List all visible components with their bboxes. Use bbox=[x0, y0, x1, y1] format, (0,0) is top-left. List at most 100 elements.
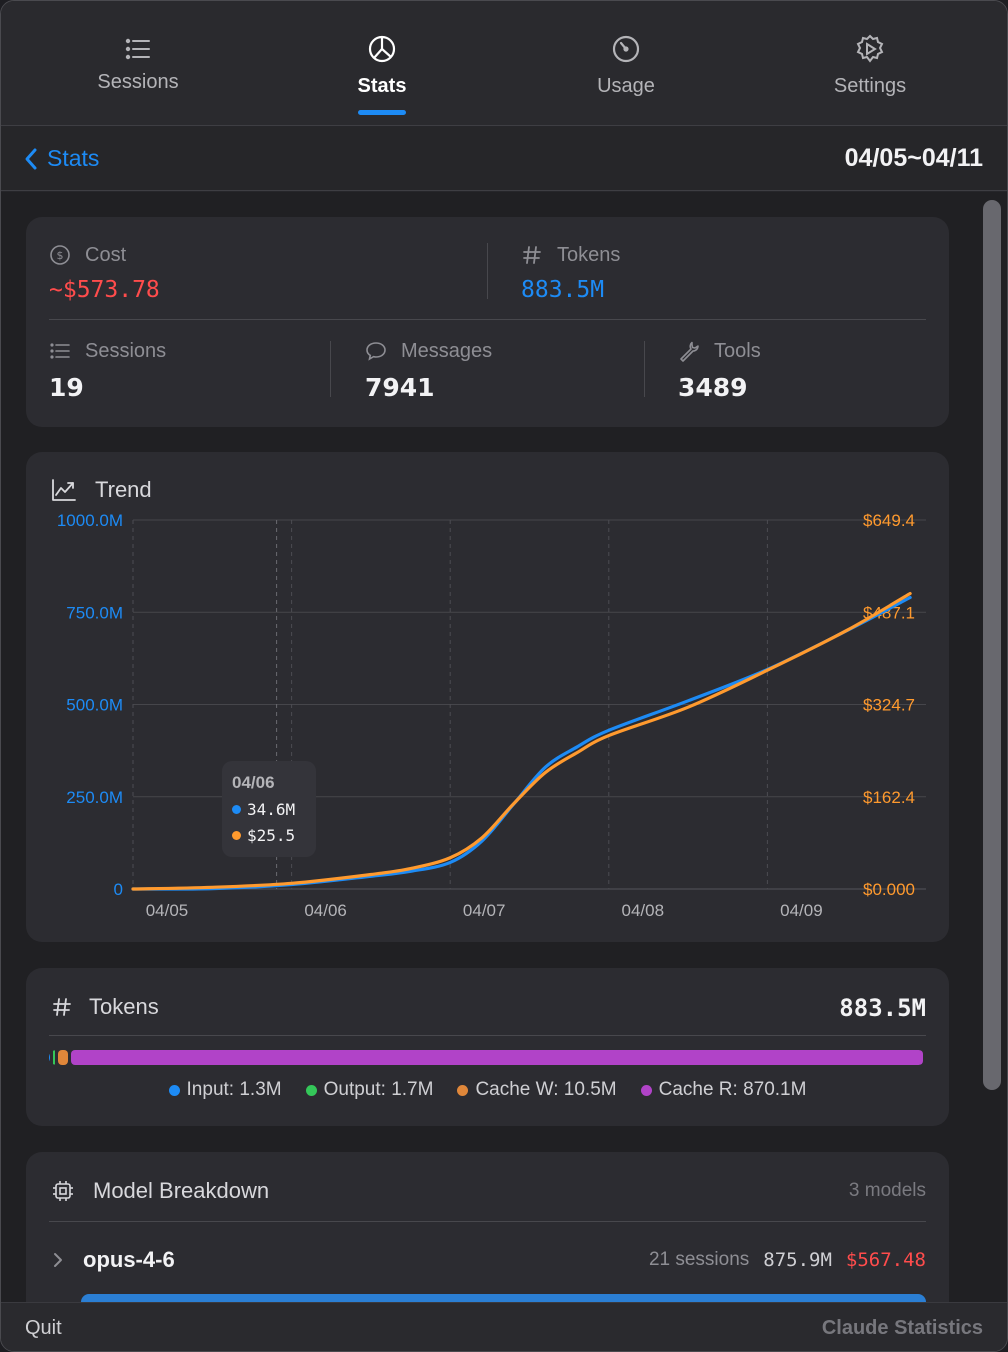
model-cost: $567.48 bbox=[845, 1249, 926, 1271]
back-label: Stats bbox=[47, 145, 100, 171]
x-tick-label: 04/09 bbox=[780, 901, 823, 920]
messages-stat: Messages 7941 bbox=[365, 339, 493, 403]
messages-label: Messages bbox=[401, 339, 493, 362]
tokens-label: Tokens bbox=[557, 243, 621, 266]
model-share-bar bbox=[81, 1294, 926, 1302]
cpu-chip-icon bbox=[53, 1181, 73, 1201]
legend-item: Input: 1.3M bbox=[168, 1079, 282, 1101]
chevron-right-icon[interactable] bbox=[51, 1251, 65, 1269]
list-icon bbox=[125, 38, 150, 60]
tab-settings[interactable]: Settings bbox=[748, 1, 992, 126]
cost-stat: $ Cost ~$573.78 bbox=[49, 243, 160, 304]
messages-value: 7941 bbox=[365, 373, 435, 402]
tools-stat: Tools 3489 bbox=[678, 339, 761, 403]
legend-dot bbox=[640, 1084, 652, 1096]
y-right-tick-label: $487.1 bbox=[863, 603, 915, 622]
tab-label: Stats bbox=[357, 75, 407, 97]
divider bbox=[49, 319, 926, 320]
tools-value: 3489 bbox=[678, 373, 748, 402]
model-tokens: 875.9M bbox=[763, 1249, 832, 1271]
stats-scroll-area[interactable]: $ Cost ~$573.78 Tokens 883.5M Sessions bbox=[1, 192, 1007, 1302]
token-legend: Input: 1.3M Output: 1.7M Cache W: 10.5M Cac… bbox=[26, 1079, 949, 1101]
summary-card: $ Cost ~$573.78 Tokens 883.5M Sessions bbox=[26, 217, 949, 427]
legend-dot bbox=[168, 1084, 180, 1096]
chevron-left-icon bbox=[25, 148, 37, 169]
x-tick-label: 04/05 bbox=[146, 901, 189, 920]
trend-chart[interactable]: 0 $0.000 250.0M $162.4 500.0M $324.7 750.0M $48… bbox=[26, 452, 949, 942]
model-breakdown-card: Model Breakdown 3 models opus-4-6 21 ses… bbox=[26, 1152, 949, 1302]
y-left-tick-label: 250.0M bbox=[66, 788, 123, 807]
token-breakdown-bar bbox=[49, 1050, 926, 1065]
tokens-value: 883.5M bbox=[521, 277, 605, 303]
tooltip-cost: $25.5 bbox=[247, 826, 296, 845]
tokens-total: 883.5M bbox=[839, 994, 926, 1022]
token-bar-segment bbox=[53, 1050, 55, 1065]
legend-label: Cache R: 870.1M bbox=[658, 1079, 807, 1100]
tab-bar: Sessions Stats Usage Settings bbox=[1, 1, 1007, 126]
token-bar-segment bbox=[58, 1050, 69, 1065]
hash-icon bbox=[53, 998, 71, 1016]
legend-item: Output: 1.7M bbox=[305, 1079, 433, 1101]
legend-label: Input: 1.3M bbox=[186, 1079, 282, 1100]
tab-sessions[interactable]: Sessions bbox=[16, 1, 260, 126]
cost-label: Cost bbox=[85, 243, 127, 266]
tokens-title: Tokens bbox=[51, 994, 159, 1020]
cost-dot bbox=[232, 831, 241, 840]
tools-label: Tools bbox=[714, 339, 761, 362]
legend-dot bbox=[305, 1084, 317, 1096]
y-left-tick-label: 0 bbox=[114, 880, 123, 899]
active-tab-indicator bbox=[358, 110, 406, 115]
tab-label: Usage bbox=[597, 75, 655, 97]
legend-dot bbox=[457, 1084, 469, 1096]
date-range[interactable]: 04/05~04/11 bbox=[844, 144, 983, 172]
divider bbox=[330, 341, 331, 397]
dollar-circle-icon: $ bbox=[50, 245, 70, 265]
list-icon bbox=[50, 343, 70, 359]
y-left-tick-label: 500.0M bbox=[66, 696, 123, 715]
tab-usage[interactable]: Usage bbox=[504, 1, 748, 126]
trend-title-text: Trend bbox=[95, 477, 152, 502]
gauge-icon bbox=[612, 35, 640, 63]
tokens-title-text: Tokens bbox=[89, 994, 159, 1019]
page-header: Stats 04/05~04/11 bbox=[1, 127, 1007, 191]
pie-chart-icon bbox=[368, 35, 396, 63]
tokens-card: Tokens 883.5M Input: 1.3M Output: 1.7M Cac… bbox=[26, 968, 949, 1126]
cost-value: ~$573.78 bbox=[49, 277, 160, 303]
wrench-icon bbox=[680, 341, 699, 362]
tooltip-cost-row: $25.5 bbox=[232, 826, 295, 845]
sessions-label: Sessions bbox=[85, 339, 167, 362]
legend-item: Cache W: 10.5M bbox=[457, 1079, 617, 1101]
tooltip-tokens: 34.6M bbox=[247, 800, 296, 819]
y-right-tick-label: $0.000 bbox=[863, 880, 915, 899]
tokens-dot bbox=[232, 805, 241, 814]
divider bbox=[487, 243, 488, 299]
trend-card: Trend 0 $0.000 250.0M $162.4 500.0M $324.7 750… bbox=[26, 452, 949, 942]
y-left-tick-label: 1000.0M bbox=[57, 511, 123, 530]
legend-item: Cache R: 870.1M bbox=[640, 1079, 807, 1101]
model-name: opus-4-6 bbox=[83, 1247, 175, 1272]
model-breakdown-title: Model Breakdown bbox=[51, 1178, 269, 1204]
token-bar-segment bbox=[71, 1050, 924, 1065]
model-row[interactable]: opus-4-6 21 sessions 875.9M $567.48 bbox=[51, 1244, 926, 1276]
token-bar-segment bbox=[49, 1050, 50, 1065]
tooltip-tokens-row: 34.6M bbox=[232, 800, 295, 819]
chart-tooltip: 04/06 34.6M $25.5 bbox=[222, 761, 316, 857]
y-right-tick-label: $162.4 bbox=[863, 788, 915, 807]
quit-button[interactable]: Quit bbox=[25, 1317, 62, 1339]
divider bbox=[49, 1221, 926, 1222]
y-right-tick-label: $649.4 bbox=[863, 511, 915, 530]
gear-icon bbox=[856, 34, 884, 63]
back-button[interactable]: Stats bbox=[23, 145, 99, 172]
tab-stats[interactable]: Stats bbox=[260, 1, 504, 126]
sessions-stat: Sessions 19 bbox=[49, 339, 167, 403]
tab-label: Sessions bbox=[97, 71, 179, 93]
tokens-stat: Tokens 883.5M bbox=[521, 243, 621, 304]
model-breakdown-title-text: Model Breakdown bbox=[93, 1178, 270, 1203]
y-right-tick-label: $324.7 bbox=[863, 696, 915, 715]
y-left-tick-label: 750.0M bbox=[66, 603, 123, 622]
speech-bubble-icon bbox=[366, 342, 386, 361]
scrollbar-thumb[interactable] bbox=[983, 200, 1001, 1090]
model-meta: 21 sessions 875.9M $567.48 bbox=[649, 1249, 926, 1271]
tab-label: Settings bbox=[833, 75, 907, 97]
